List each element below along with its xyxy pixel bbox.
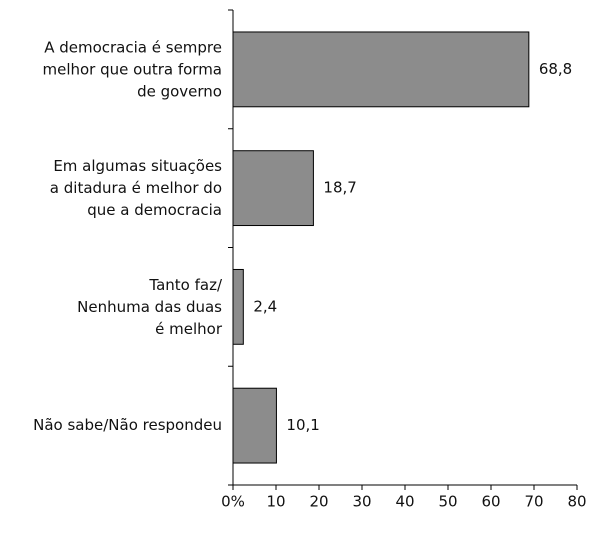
bar xyxy=(232,268,244,345)
value-label: 18,7 xyxy=(323,179,356,197)
x-tick-label: 40 xyxy=(395,493,414,511)
bar xyxy=(232,31,530,108)
y-tick-label: Não sabe/Não respondeu xyxy=(33,416,222,434)
x-tick-label: 0% xyxy=(221,493,245,511)
value-label: 68,8 xyxy=(539,60,572,78)
x-tick-label: 60 xyxy=(481,493,500,511)
y-tick-label: A democracia é sempre melhor que outra fo… xyxy=(42,38,222,100)
y-tick-label: Tanto faz/Nenhuma das duas é melhor xyxy=(77,275,223,337)
value-label: 10,1 xyxy=(286,416,319,434)
x-tick-label: 20 xyxy=(309,493,328,511)
bar xyxy=(232,387,277,464)
bar xyxy=(232,150,314,227)
value-label: 2,4 xyxy=(253,297,277,315)
x-tick-label: 50 xyxy=(438,493,457,511)
x-tick-label: 70 xyxy=(524,493,543,511)
x-tick-label: 10 xyxy=(266,493,285,511)
y-tick-label: Em algumas situações a ditadura é melhor … xyxy=(50,157,222,219)
x-tick-label: 80 xyxy=(567,493,586,511)
x-tick-label: 30 xyxy=(352,493,371,511)
